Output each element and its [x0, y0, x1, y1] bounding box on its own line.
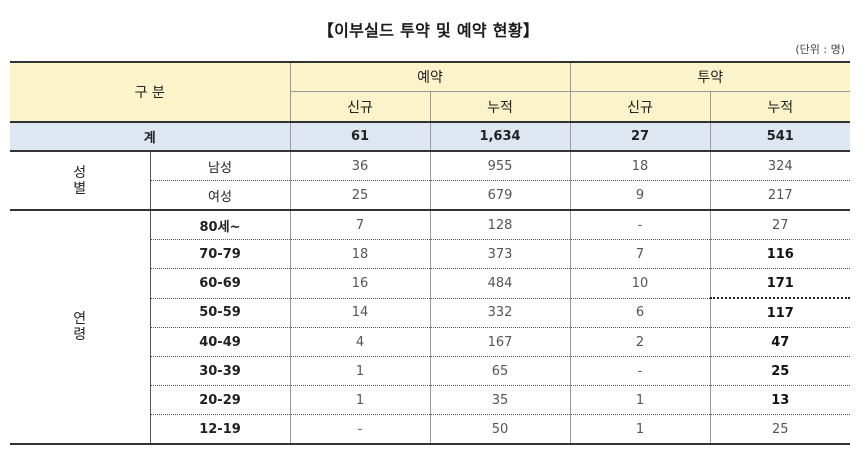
- unit-label: (단위 : 명): [795, 43, 845, 56]
- cell-res-new: 4: [289, 327, 430, 357]
- cell-res-cum: 50: [429, 414, 571, 445]
- cell-adm-new: 6: [569, 298, 711, 328]
- row-label: 20-29: [149, 385, 290, 415]
- cell-adm-cum: 171: [709, 268, 851, 299]
- cell-adm-cum: 217: [709, 180, 851, 211]
- table-row: 20-29 1 35 1 13: [10, 385, 851, 415]
- row-label: 70-79: [149, 239, 290, 269]
- cell-adm-cum: 25: [709, 356, 851, 386]
- table-title: 【이부실드 투약 및 예약 현황】: [317, 21, 540, 40]
- cell-adm-new: 1: [569, 385, 711, 415]
- cell-adm-new: 1: [569, 414, 711, 445]
- cell-adm-new: 18: [569, 151, 711, 181]
- cell-res-cum: 373: [429, 239, 571, 269]
- cell-res-cum: 679: [429, 180, 571, 211]
- cell-res-new: 7: [289, 210, 430, 240]
- cell-res-new: -: [289, 414, 430, 445]
- cell-adm-new: 10: [569, 268, 711, 299]
- group-age: 연 령: [10, 210, 150, 445]
- cell-adm-cum: 27: [709, 210, 851, 240]
- row-label: 40-49: [149, 327, 290, 357]
- row-label: 50-59: [149, 298, 290, 328]
- cell-res-new: 1: [289, 385, 430, 415]
- cell-adm-cum: 117: [709, 298, 851, 328]
- cell-adm-cum: 13: [709, 385, 851, 415]
- total-row: 계 61 1,634 27 541: [10, 122, 851, 152]
- cell-adm-cum: 324: [709, 151, 851, 181]
- cell-adm-new: 2: [569, 327, 711, 357]
- cell-adm-cum: 25: [709, 414, 851, 445]
- total-res-new: 61: [289, 122, 430, 152]
- table-row: 성 별 남성 36 955 18 324: [10, 151, 851, 211]
- cell-res-cum: 167: [429, 327, 571, 357]
- cell-res-cum: 955: [429, 151, 571, 181]
- cell-res-new: 18: [289, 239, 430, 269]
- group-age-char-2: 령: [73, 327, 87, 343]
- cell-adm-new: 7: [569, 239, 711, 269]
- table-row: 30-39 1 65 - 25: [10, 356, 851, 386]
- table-row: 여성 25 679 9 217: [10, 180, 851, 211]
- table-row: 12-19 - 50 1 25: [10, 414, 851, 445]
- cell-adm-new: -: [569, 356, 711, 386]
- table-row: 50-59 14 332 6 117: [10, 298, 851, 328]
- cell-adm-new: -: [569, 210, 711, 240]
- group-gender-char-1: 성: [73, 164, 87, 181]
- header-administration: 투약: [569, 61, 851, 92]
- cell-adm-new: 9: [569, 180, 711, 211]
- row-label: 60-69: [149, 268, 290, 299]
- cell-res-new: 14: [289, 298, 430, 328]
- total-adm-cum: 541: [709, 122, 851, 152]
- cell-res-new: 16: [289, 268, 430, 299]
- cell-res-new: 25: [289, 180, 430, 211]
- row-label: 12-19: [149, 414, 290, 445]
- stats-table: 구 분 예약 투약 신규 누적 신규 누적 계 61 1,634 27 541 …: [10, 61, 851, 445]
- header-row-1: 구 분 예약 투약: [10, 61, 851, 123]
- cell-res-cum: 128: [429, 210, 571, 240]
- cell-res-new: 36: [289, 151, 430, 181]
- cell-res-new: 1: [289, 356, 430, 386]
- header-res-new: 신규: [289, 91, 430, 123]
- table-row: 60-69 16 484 10 171: [10, 268, 851, 299]
- cell-res-cum: 65: [429, 356, 571, 386]
- group-gender-char-2: 별: [73, 180, 87, 197]
- header-reservation: 예약: [289, 61, 571, 92]
- cell-adm-cum: 47: [709, 327, 851, 357]
- row-label: 남성: [149, 151, 290, 181]
- header-category: 구 분: [10, 61, 290, 123]
- cell-adm-cum: 116: [709, 239, 851, 269]
- total-adm-new: 27: [569, 122, 711, 152]
- table-row: 40-49 4 167 2 47: [10, 327, 851, 357]
- row-label: 여성: [149, 180, 290, 211]
- total-res-cum: 1,634: [429, 122, 571, 152]
- header-row-2: 신규 누적 신규 누적: [10, 91, 851, 123]
- cell-res-cum: 484: [429, 268, 571, 299]
- cell-res-cum: 35: [429, 385, 571, 415]
- cell-res-cum: 332: [429, 298, 571, 328]
- row-label: 80세~: [149, 210, 290, 240]
- header-adm-cum: 누적: [709, 91, 851, 123]
- group-age-char-1: 연: [73, 311, 87, 327]
- group-gender: 성 별: [10, 151, 150, 211]
- table-row: 연 령 80세~ 7 128 - 27: [10, 210, 851, 445]
- table-row: 70-79 18 373 7 116: [10, 239, 851, 269]
- header-res-cum: 누적: [429, 91, 571, 123]
- total-label: 계: [10, 122, 290, 152]
- header-adm-new: 신규: [569, 91, 711, 123]
- row-label: 30-39: [149, 356, 290, 386]
